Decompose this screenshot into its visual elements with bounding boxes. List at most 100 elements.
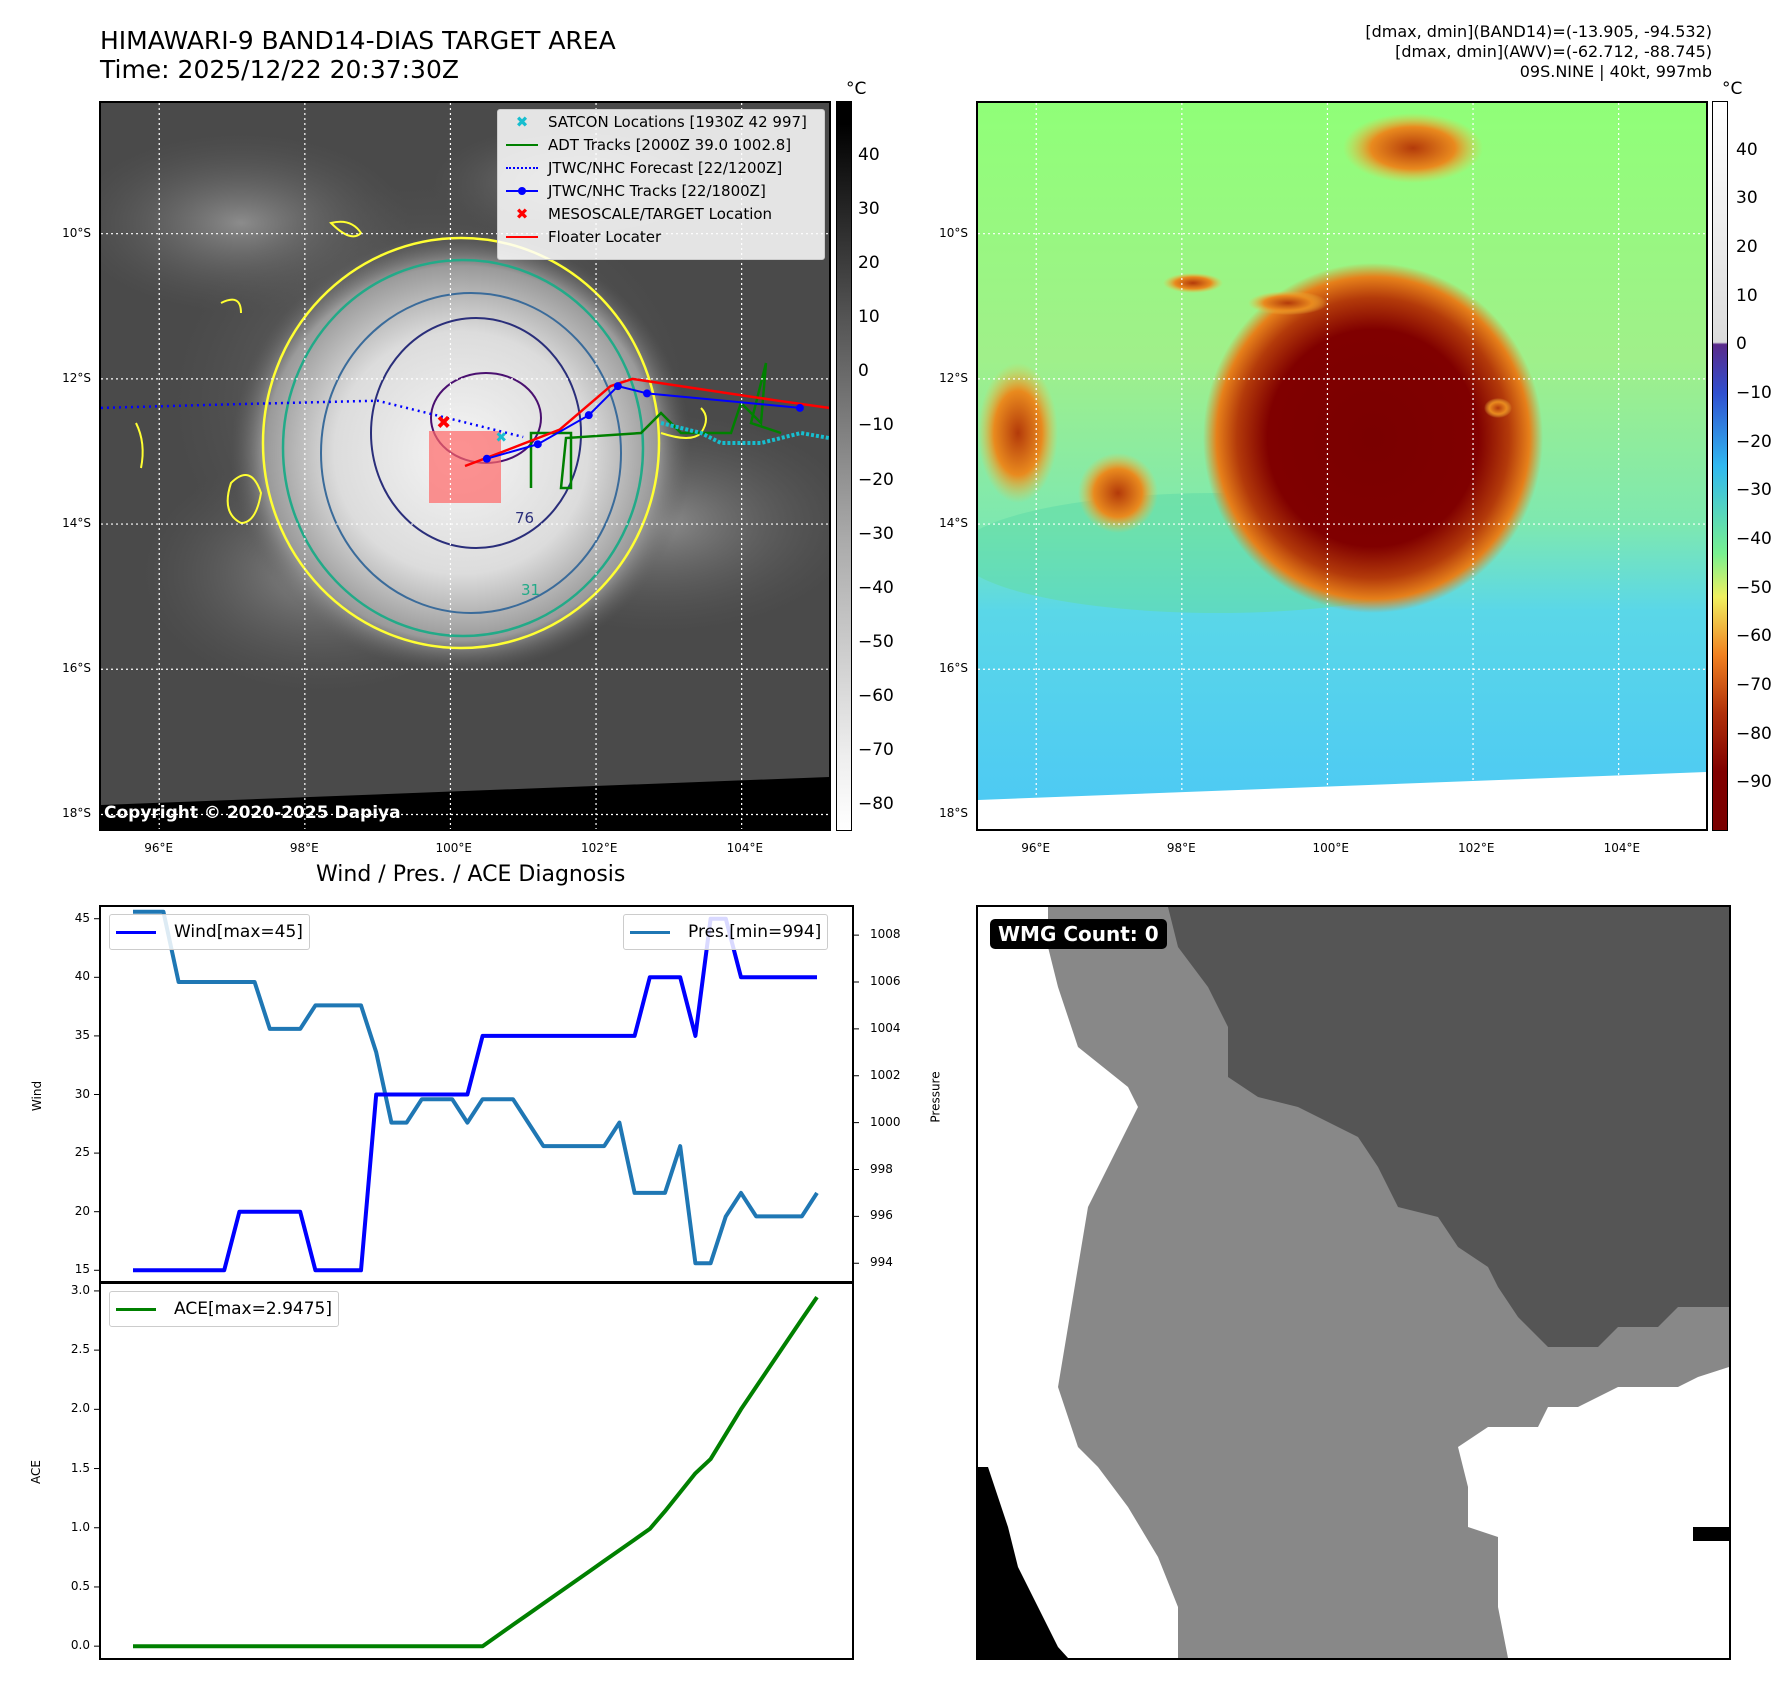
legend-satcon: ✖ SATCON Locations [1930Z 42 997]: [498, 110, 824, 133]
left-colorbar: [836, 101, 852, 831]
ace-tick-label: 2.5: [70, 1342, 90, 1357]
adt-line-icon: [506, 143, 538, 146]
lon-label: 96°E: [144, 841, 174, 855]
ace-tick-label: 1.5: [70, 1460, 90, 1475]
stats-block: [dmax, dmin](BAND14)=(-13.905, -94.532) …: [1365, 22, 1712, 82]
colorbar-tick-label: 10: [858, 307, 880, 328]
pressure-tick-label: 994: [870, 1255, 893, 1270]
title-line-2: Time: 2025/12/22 20:37:30Z: [100, 55, 459, 84]
track-legend: ✖ SATCON Locations [1930Z 42 997] ADT Tra…: [497, 109, 825, 260]
jtwc-track-point: [584, 411, 593, 420]
awv-map-panel: [976, 101, 1708, 831]
pressure-tick-label: 998: [870, 1161, 893, 1176]
lon-label: 96°E: [1021, 841, 1051, 855]
pressure-tick-label: 1008: [870, 927, 901, 942]
contour-label-31: 31: [521, 581, 540, 599]
jtwc-track-line: [486, 384, 800, 460]
colorbar-tick-label: −40: [1736, 529, 1772, 549]
legend-jtwc-tracks: JTWC/NHC Tracks [22/1800Z]: [498, 179, 824, 202]
wind-tick-label: 45: [74, 910, 90, 925]
ace-tick-label: 2.0: [70, 1401, 90, 1416]
colorbar-tick-label: −60: [1736, 626, 1772, 647]
storm-contour-steel: [320, 292, 622, 614]
diagnosis-title: Wind / Pres. / ACE Diagnosis: [316, 862, 626, 887]
awv-storm-core: [1203, 263, 1543, 613]
stats-line-2: [dmax, dmin](AWV)=(-62.712, -88.745): [1395, 42, 1712, 61]
wind-legend-line-icon: [116, 930, 156, 934]
right-colorbar: [1712, 101, 1728, 831]
lat-label: 10°S: [939, 225, 968, 240]
colorbar-tick-label: 0: [1736, 334, 1747, 355]
pressure-axis-label: Pressure: [928, 1071, 943, 1123]
pressure-legend: Pres.[min=994]: [623, 914, 829, 950]
scatter-contour-1: [226, 474, 263, 525]
colorbar-tick-label: −30: [858, 523, 894, 544]
lon-label: 104°E: [726, 841, 764, 855]
track-line-icon: [506, 186, 538, 195]
wind-tick-label: 15: [74, 1262, 90, 1277]
colorbar-tick-label: 40: [858, 145, 880, 166]
wind-pressure-panel: [99, 905, 854, 1284]
colorbar-tick-label: −10: [1736, 383, 1772, 403]
stats-line-1: [dmax, dmin](BAND14)=(-13.905, -94.532): [1365, 22, 1712, 41]
ace-legend-line-icon: [116, 1307, 156, 1311]
ace-tick-label: 0.5: [70, 1578, 90, 1593]
legend-mesoscale: ✖ MESOSCALE/TARGET Location: [498, 202, 824, 225]
colorbar-tick-label: −10: [858, 415, 894, 436]
lat-label: 16°S: [939, 661, 968, 676]
colorbar-tick-label: 40: [1736, 139, 1758, 160]
floater-box: [429, 431, 501, 503]
lat-label: 16°S: [62, 661, 91, 676]
wmg-dark-gray-region: [1168, 907, 1729, 1347]
wind-tick-label: 40: [74, 969, 90, 984]
jtwc-track-point: [482, 454, 491, 463]
colorbar-tick-label: −80: [1736, 723, 1772, 744]
ace-legend: ACE[max=2.9475]: [109, 1291, 339, 1327]
colorbar-tick-label: −90: [1736, 772, 1772, 793]
lat-label: 18°S: [62, 806, 91, 821]
storm-contour-yellow: [261, 236, 661, 650]
storm-contour-navy: [370, 317, 582, 549]
lat-label: 14°S: [62, 516, 91, 531]
wmg-panel: WMG Count: 0: [976, 905, 1731, 1660]
floater-line-icon: [506, 235, 538, 238]
legend-floater: Floater Locater: [498, 225, 824, 248]
jtwc-track-point: [643, 389, 651, 398]
wind-axis-label: Wind: [30, 1080, 45, 1112]
lon-label: 100°E: [1312, 841, 1349, 855]
colorbar-tick-label: −50: [858, 631, 894, 652]
pressure-tick-label: 1000: [870, 1114, 901, 1129]
colorbar-tick-label: −80: [858, 793, 894, 814]
wmg-black-patch: [978, 1467, 1068, 1658]
pressure-tick-label: 1004: [870, 1020, 901, 1035]
ace-tick-label: 0.0: [70, 1638, 90, 1653]
figure-title: HIMAWARI-9 BAND14-DIAS TARGET AREA Time:…: [100, 26, 616, 84]
lat-label: 12°S: [62, 370, 91, 385]
colorbar-tick-label: −70: [1736, 675, 1772, 695]
colorbar-tick-label: −20: [858, 469, 894, 490]
ace-tick-label: 1.0: [70, 1519, 90, 1534]
pressure-tick-label: 1002: [870, 1067, 901, 1082]
forecast-line-icon: [506, 166, 538, 169]
satcon-marker-icon: ✖: [515, 112, 529, 131]
floater-track-line: [464, 377, 829, 468]
colorbar-tick-label: 20: [858, 253, 880, 274]
lon-label: 102°E: [581, 841, 618, 855]
contour-label-76: 76: [515, 509, 534, 527]
awv-map-gridlines: [978, 103, 1706, 829]
colorbar-tick-label: 20: [1736, 237, 1758, 257]
earth-edge-black: [101, 777, 829, 829]
ace-axis-label: ACE: [28, 1460, 43, 1484]
pressure-legend-line-icon: [630, 930, 670, 934]
colorbar-tick-label: 30: [1736, 188, 1758, 209]
wmg-count-badge: WMG Count: 0: [990, 919, 1167, 949]
colorbar-tick-label: −30: [1736, 480, 1772, 501]
storm-contour-teal: [281, 258, 645, 638]
awv-map-svg: [978, 103, 1706, 829]
jtwc-track-point: [533, 440, 542, 449]
wind-legend: Wind[max=45]: [109, 914, 310, 950]
right-colorbar-unit: °C: [1722, 79, 1743, 99]
ir-map-panel: 76 31 ✖ ✖ Copyright © 2020-2025 Dapiya ✖ S…: [99, 101, 831, 831]
title-line-1: HIMAWARI-9 BAND14-DIAS TARGET AREA: [100, 26, 616, 55]
mesoscale-marker-icon: ✖: [515, 204, 529, 223]
